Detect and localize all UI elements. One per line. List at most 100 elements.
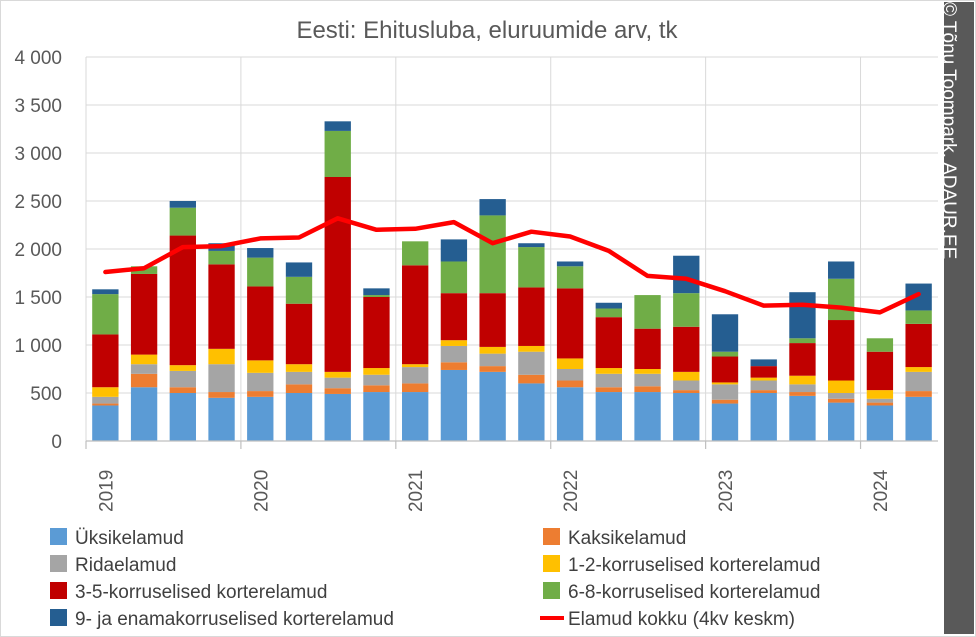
bar-segment (518, 243, 545, 248)
bar-segment (324, 130, 351, 177)
bar-segment (866, 405, 894, 441)
bar-segment (828, 320, 855, 381)
legend-label: Üksikelamud (75, 528, 184, 549)
bar-segment (866, 338, 894, 352)
bar-segment (247, 248, 274, 258)
bar-segment (130, 373, 158, 388)
bar-segment (324, 371, 351, 378)
bar-segment (789, 392, 816, 396)
bar-segment (169, 201, 196, 208)
bar-segment (556, 266, 584, 289)
bar-segment (92, 405, 119, 441)
bar-segment (789, 292, 816, 339)
bar-segment (673, 393, 700, 441)
legend-swatch (543, 582, 560, 599)
bar-segment (324, 121, 351, 131)
legend-swatch (543, 528, 560, 545)
legend-label: 3-5-korruselised korterelamud (75, 582, 327, 603)
bar-segment (634, 328, 661, 369)
bar-segment (92, 294, 119, 335)
bar-segment (828, 393, 855, 399)
bar-segment (789, 343, 816, 376)
y-tick-label: 3 000 (14, 144, 62, 165)
bar-segment (789, 395, 816, 441)
credit-text: © Tõnu Toompark, ADAUR.EE (938, 2, 959, 260)
bar-segment (92, 396, 119, 404)
bar-segment (673, 255, 700, 294)
bar-segment (363, 288, 390, 296)
bar-segment (324, 177, 351, 372)
bar-segment (518, 247, 545, 288)
bar-segment (92, 289, 119, 295)
bar-segment (208, 397, 235, 441)
legend-swatch (50, 528, 67, 545)
bar-segment (866, 351, 894, 391)
bar-segment (828, 398, 855, 403)
bar-segment (363, 385, 390, 393)
bar-segment (169, 235, 196, 366)
bar-segment (285, 371, 313, 385)
bar-segment (402, 383, 429, 393)
bar-segment (130, 364, 158, 374)
bar-segment (440, 293, 468, 341)
bar-segment (479, 371, 506, 441)
bar-segment (905, 367, 932, 372)
bar-segment (595, 302, 622, 309)
bar-segment (595, 387, 622, 393)
bar-segment (673, 293, 700, 327)
y-tick-label: 2 000 (14, 240, 62, 261)
bar-segment (789, 384, 816, 393)
bar-segment (479, 215, 506, 294)
bar-segment (634, 373, 661, 387)
legend-label: 6-8-korruselised korterelamud (568, 582, 820, 603)
bar-segment (518, 374, 545, 384)
legend-swatch (50, 555, 67, 572)
bar-segment (130, 354, 158, 365)
x-tick-label: 2021 (406, 470, 427, 512)
bar-segment (169, 393, 196, 441)
bar-segment (556, 358, 584, 369)
bar-segment (324, 393, 351, 441)
bar-segment (789, 338, 816, 344)
bar-segment (673, 390, 700, 393)
legend-swatch (50, 609, 67, 626)
bar-segment (440, 340, 468, 346)
bar-segment (673, 371, 700, 381)
bar-segment (634, 369, 661, 374)
bar-segment (363, 297, 390, 369)
x-tick-label: 2024 (871, 469, 892, 512)
legend-label: Elamud kokku (4kv keskm) (568, 609, 795, 630)
bar-segment (905, 371, 932, 392)
bar-segment (905, 396, 932, 441)
bar-segment (92, 403, 119, 406)
bar-segment (828, 402, 855, 441)
bar-segment (711, 384, 739, 400)
bar-segment (402, 241, 429, 266)
bar-segment (595, 392, 622, 441)
bar-segment (556, 380, 584, 388)
bar-segment (518, 351, 545, 375)
bar-segment (711, 314, 739, 352)
chart: Eesti: Ehitusluba, eluruumide arv, tk 0 5… (14, 17, 938, 630)
bar-segment (363, 295, 390, 297)
legend-label: 1-2-korruselised korterelamud (568, 555, 820, 576)
bar-segment (247, 391, 274, 397)
bar-segment (208, 392, 235, 398)
bar-segment (828, 278, 855, 321)
bar-segment (866, 390, 894, 399)
bar-segment (440, 345, 468, 363)
axes: 2019 2020 2021 2022 2023 2024 (85, 440, 938, 512)
bar-segment (828, 380, 855, 393)
bar-segment (285, 276, 313, 304)
bar-segment (247, 257, 274, 287)
x-tick-label: 2023 (716, 470, 737, 512)
chart-title: Eesti: Ehitusluba, eluruumide arv, tk (296, 17, 678, 44)
bars (92, 121, 932, 441)
bar-segment (673, 326, 700, 372)
bar-segment (208, 364, 235, 393)
line-elamud-kokku (103, 216, 921, 315)
bar-segment (363, 368, 390, 375)
legend-label: Kaksikelamud (568, 528, 686, 549)
bar-segment (866, 402, 894, 406)
bar-segment (169, 370, 196, 388)
